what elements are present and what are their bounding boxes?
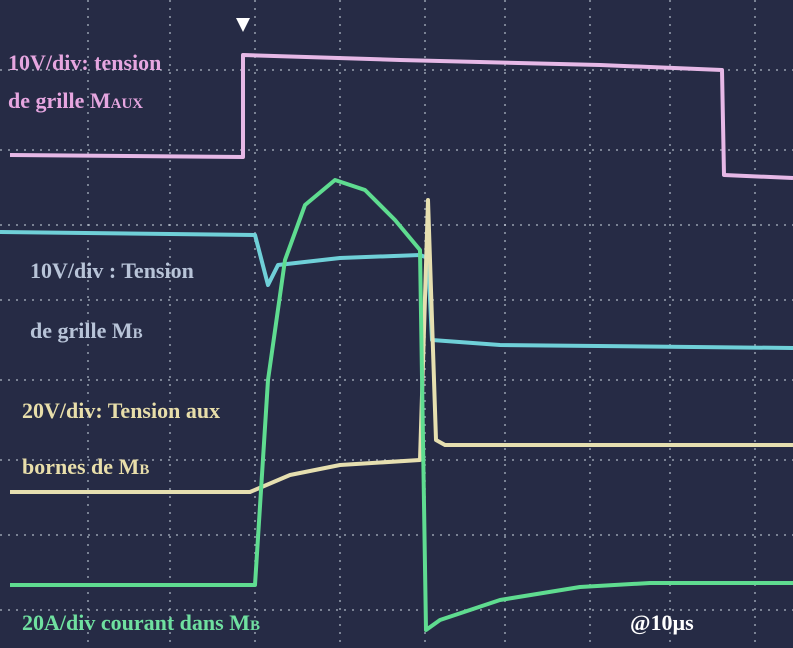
label-line: 10V/div: tension xyxy=(8,50,161,75)
label-current-b: 20A/div courant dans MB xyxy=(22,610,260,635)
trace-gate-b xyxy=(0,230,793,350)
label-line: 20V/div: Tension aux xyxy=(22,398,220,423)
trace-gate-aux xyxy=(9,53,793,180)
trace-current-b xyxy=(10,178,793,632)
label-gate-b: 10V/div : Tension de grille MB xyxy=(30,258,194,343)
label-gate-aux: 10V/div: tension de grille MAUX xyxy=(8,50,161,113)
label-line: de grille MB xyxy=(30,318,143,343)
label-timebase: @10µs xyxy=(630,610,694,635)
trigger-marker xyxy=(236,18,250,32)
label-line: 10V/div : Tension xyxy=(30,258,194,283)
label-line: bornes de MB xyxy=(22,454,149,479)
label-line: de grille MAUX xyxy=(8,88,143,113)
label-voltage-b: 20V/div: Tension aux bornes de MB xyxy=(22,398,220,479)
trace-voltage-b xyxy=(10,198,793,494)
